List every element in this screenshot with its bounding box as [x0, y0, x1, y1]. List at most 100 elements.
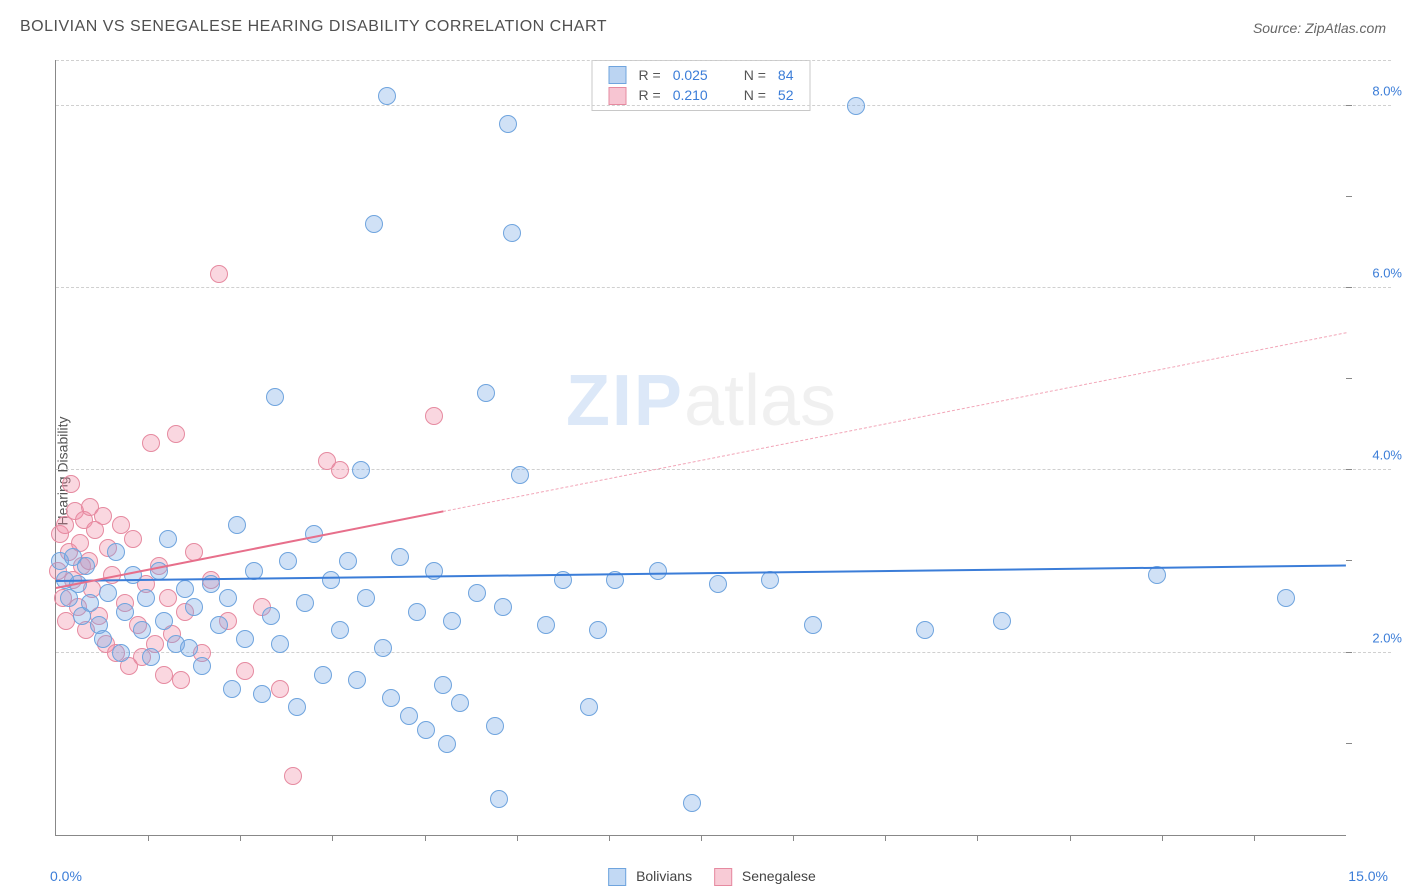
scatter-point [443, 612, 461, 630]
x-tick [332, 835, 333, 841]
scatter-point [94, 507, 112, 525]
scatter-point [176, 580, 194, 598]
source-credit: Source: ZipAtlas.com [1253, 20, 1386, 36]
swatch-senegalese-bottom [714, 868, 732, 886]
y-tick [1346, 560, 1352, 561]
scatter-point [683, 794, 701, 812]
scatter-point [180, 639, 198, 657]
legend-label-senegalese: Senegalese [742, 868, 816, 884]
scatter-point [296, 594, 314, 612]
y-tick [1346, 469, 1352, 470]
scatter-point [288, 698, 306, 716]
scatter-point [322, 571, 340, 589]
scatter-point [357, 589, 375, 607]
y-tick [1346, 743, 1352, 744]
scatter-point [253, 685, 271, 703]
scatter-point [193, 657, 211, 675]
scatter-plot-area: ZIPatlas R = 0.025 N = 84 R = 0.210 N = [55, 60, 1346, 836]
scatter-point [185, 598, 203, 616]
scatter-point [511, 466, 529, 484]
scatter-point [499, 115, 517, 133]
gridline [56, 60, 1391, 61]
scatter-point [124, 566, 142, 584]
x-axis-max-label: 15.0% [1348, 868, 1388, 884]
scatter-point [210, 616, 228, 634]
scatter-point [477, 384, 495, 402]
scatter-point [81, 594, 99, 612]
scatter-point [847, 97, 865, 115]
scatter-point [219, 589, 237, 607]
scatter-point [417, 721, 435, 739]
scatter-point [142, 434, 160, 452]
scatter-point [348, 671, 366, 689]
y-tick [1346, 378, 1352, 379]
x-tick [1162, 835, 1163, 841]
scatter-point [271, 635, 289, 653]
scatter-point [503, 224, 521, 242]
x-tick [977, 835, 978, 841]
scatter-point [709, 575, 727, 593]
scatter-point [284, 767, 302, 785]
scatter-point [271, 680, 289, 698]
scatter-point [425, 407, 443, 425]
y-tick-label: 8.0% [1372, 83, 1402, 98]
scatter-point [172, 671, 190, 689]
y-tick [1346, 196, 1352, 197]
scatter-point [116, 603, 134, 621]
scatter-point [382, 689, 400, 707]
y-tick [1346, 105, 1352, 106]
watermark: ZIPatlas [566, 360, 836, 442]
scatter-point [365, 215, 383, 233]
scatter-point [159, 589, 177, 607]
x-tick [1254, 835, 1255, 841]
scatter-point [993, 612, 1011, 630]
scatter-point [107, 543, 125, 561]
swatch-senegalese [609, 87, 627, 105]
scatter-point [137, 589, 155, 607]
x-tick [148, 835, 149, 841]
scatter-point [438, 735, 456, 753]
scatter-point [167, 425, 185, 443]
scatter-point [266, 388, 284, 406]
scatter-point [331, 621, 349, 639]
chart-title: BOLIVIAN VS SENEGALESE HEARING DISABILIT… [20, 18, 607, 36]
correlation-legend: R = 0.025 N = 84 R = 0.210 N = 52 [592, 60, 811, 111]
scatter-point [490, 790, 508, 808]
scatter-point [279, 552, 297, 570]
scatter-point [77, 557, 95, 575]
scatter-point [236, 662, 254, 680]
scatter-point [133, 621, 151, 639]
scatter-point [580, 698, 598, 716]
scatter-point [236, 630, 254, 648]
scatter-point [916, 621, 934, 639]
scatter-point [486, 717, 504, 735]
scatter-point [1277, 589, 1295, 607]
series-legend: Bolivians Senegalese [590, 868, 816, 886]
scatter-point [434, 676, 452, 694]
swatch-bolivians [609, 66, 627, 84]
scatter-point [804, 616, 822, 634]
scatter-point [142, 648, 160, 666]
trend-line [443, 333, 1346, 513]
legend-row-senegalese: R = 0.210 N = 52 [603, 85, 800, 105]
scatter-point [537, 616, 555, 634]
scatter-point [94, 630, 112, 648]
scatter-point [339, 552, 357, 570]
y-tick [1346, 652, 1352, 653]
swatch-bolivians-bottom [608, 868, 626, 886]
scatter-point [468, 584, 486, 602]
x-tick [517, 835, 518, 841]
x-tick [1070, 835, 1071, 841]
gridline [56, 469, 1391, 470]
legend-row-bolivians: R = 0.025 N = 84 [603, 65, 800, 85]
scatter-point [262, 607, 280, 625]
scatter-point [494, 598, 512, 616]
x-axis-min-label: 0.0% [50, 868, 82, 884]
chart-container: Hearing Disability ZIPatlas R = 0.025 N … [0, 50, 1406, 892]
scatter-point [649, 562, 667, 580]
legend-label-bolivians: Bolivians [636, 868, 692, 884]
scatter-point [124, 530, 142, 548]
scatter-point [352, 461, 370, 479]
x-tick [240, 835, 241, 841]
scatter-point [155, 612, 173, 630]
